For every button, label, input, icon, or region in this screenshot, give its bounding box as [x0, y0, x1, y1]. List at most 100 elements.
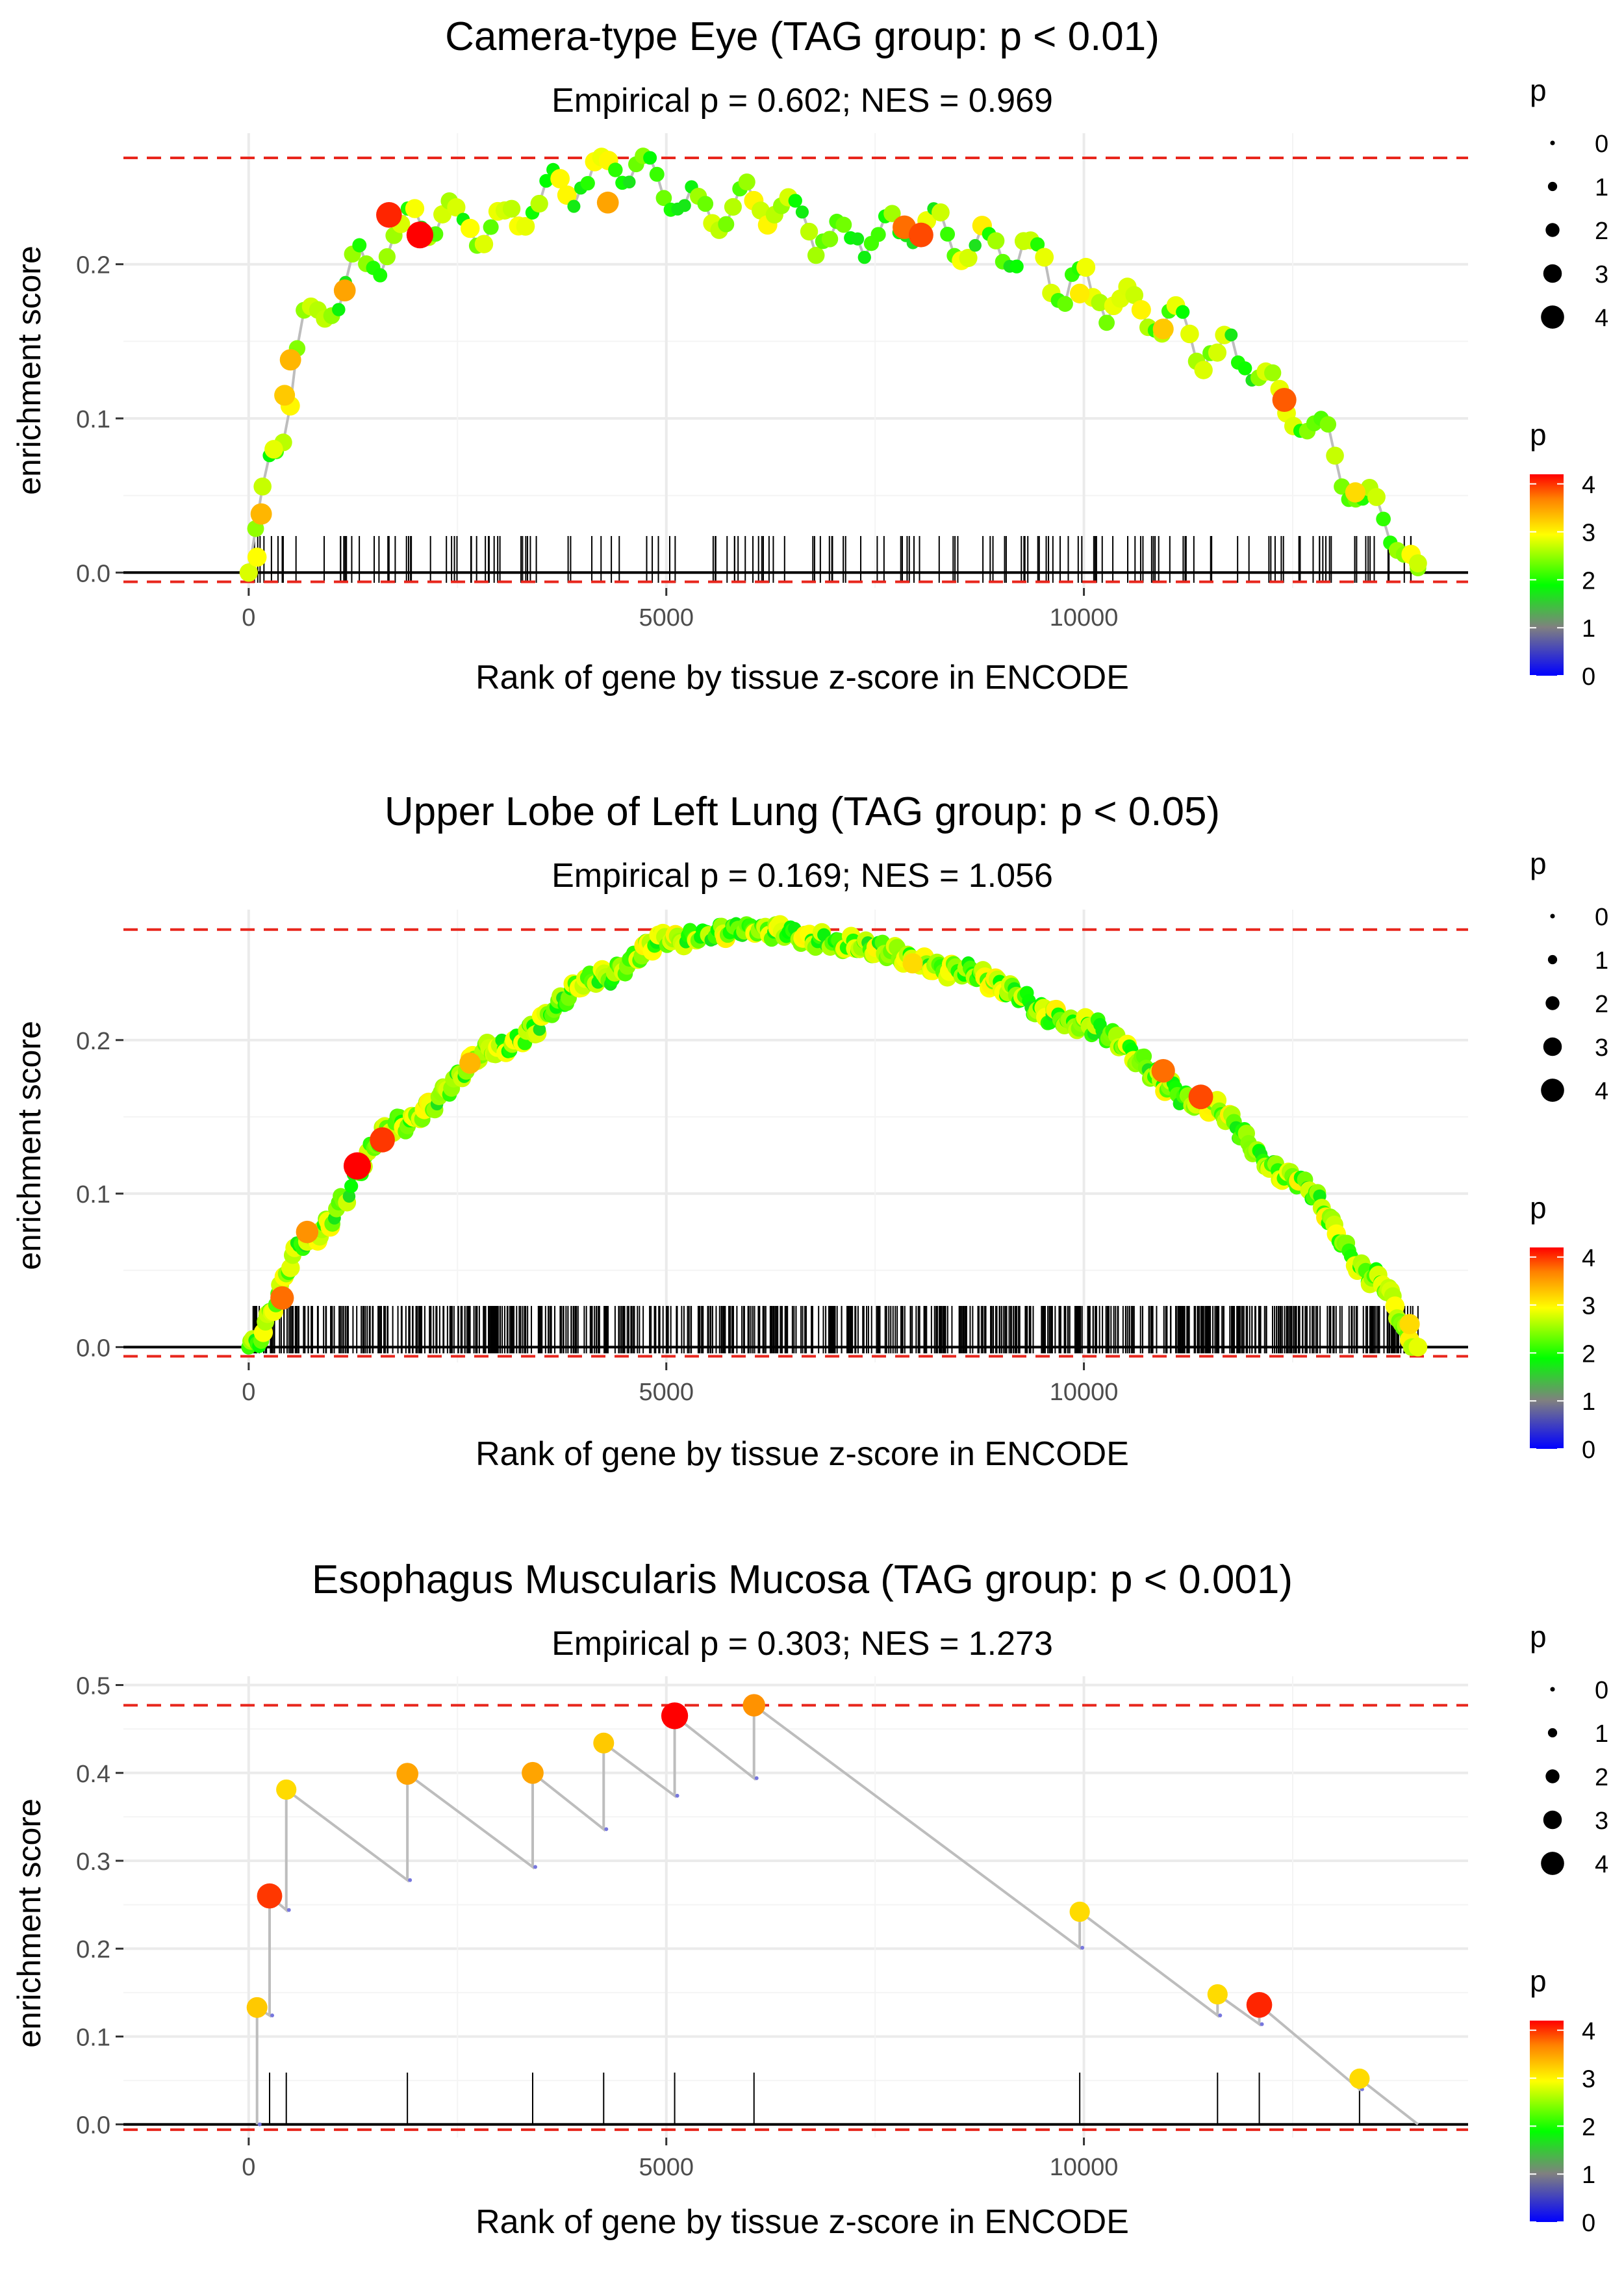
highlight-point	[333, 279, 356, 301]
color-legend-label: 1	[1582, 1388, 1595, 1416]
enrichment-point	[678, 199, 691, 212]
size-legend-title: p	[1530, 1620, 1547, 1654]
x-tick-label: 5000	[639, 1379, 694, 1406]
enrichment-point	[1098, 314, 1115, 331]
size-legend-label: 1	[1595, 947, 1608, 975]
enrichment-point	[533, 1023, 546, 1036]
chart-subtitle: Empirical p = 0.602; NES = 0.969	[552, 82, 1053, 120]
enrichment-point	[567, 199, 581, 213]
color-legend-label: 2	[1582, 567, 1595, 594]
y-axis-label: enrichment score	[11, 1021, 47, 1270]
enrichment-point	[253, 477, 272, 496]
color-legend-label: 1	[1582, 615, 1595, 643]
enrichment-point	[1125, 286, 1144, 305]
y-tick-label: 0.1	[76, 2024, 110, 2051]
y-tick-label: 0.2	[76, 1936, 110, 1963]
highlight-point	[406, 221, 434, 249]
enrichment-point	[474, 235, 494, 253]
legend: p 0 1 2 3 4 p 0 1 2 3 4	[1530, 1620, 1608, 2237]
size-legend-label: 4	[1595, 1851, 1608, 1878]
enrichment-point	[1264, 364, 1282, 381]
enrichment-point	[344, 1179, 359, 1194]
enrichment-point	[661, 1702, 689, 1730]
x-tick-label: 10000	[1050, 1379, 1119, 1406]
enrichment-point	[405, 199, 425, 218]
enrichment-point	[800, 222, 818, 241]
enrichment-point	[246, 1997, 268, 2018]
enrichment-point	[870, 227, 886, 242]
enrichment-point	[1091, 294, 1109, 312]
enrichment-point	[342, 1190, 356, 1203]
color-legend-label: 3	[1582, 2066, 1595, 2093]
size-legend-label: 1	[1595, 174, 1608, 201]
highlight-point	[1345, 482, 1366, 503]
enrichment-point	[257, 1883, 283, 1909]
enrichment-point	[857, 250, 871, 264]
color-legend-bar	[1530, 1247, 1564, 1449]
x-tick-label: 0	[242, 604, 255, 632]
enrichment-point	[502, 199, 521, 218]
color-legend-bar	[1530, 2021, 1564, 2222]
highlight-point	[908, 222, 933, 248]
y-tick-label: 0.0	[76, 560, 110, 587]
enrichment-point	[724, 198, 742, 216]
color-legend-bar	[1530, 474, 1564, 676]
pre-hit-point	[675, 1793, 679, 1798]
enrichment-point	[959, 248, 978, 268]
enrichment-point	[883, 205, 901, 222]
chart-subtitle: Empirical p = 0.303; NES = 1.273	[552, 1625, 1053, 1663]
size-legend-label: 3	[1595, 1808, 1608, 1835]
enrichment-point	[1224, 328, 1238, 342]
size-legend-label: 3	[1595, 261, 1608, 288]
x-tick-label: 5000	[639, 604, 694, 632]
enrichment-point	[516, 216, 535, 236]
highlight-point	[270, 1286, 294, 1310]
enrichment-point	[1131, 300, 1151, 320]
size-legend-label: 0	[1595, 904, 1608, 931]
size-legend-dot	[1541, 1079, 1564, 1102]
size-legend-dot	[1550, 140, 1555, 146]
x-tick-label: 10000	[1050, 604, 1119, 632]
enrichment-point	[1376, 511, 1391, 527]
x-tick-label: 10000	[1050, 2154, 1119, 2181]
highlight-point	[247, 547, 267, 567]
color-legend-label: 0	[1582, 663, 1595, 691]
highlight-point	[902, 953, 923, 974]
color-legend-label: 2	[1582, 1340, 1595, 1368]
enrichment-point	[932, 203, 950, 222]
y-tick-label: 0.2	[76, 1028, 110, 1055]
x-tick-label: 0	[242, 2154, 255, 2181]
x-tick-label: 0	[242, 1379, 255, 1406]
enrichment-point	[1207, 1984, 1228, 2005]
y-tick-label: 0.0	[76, 2112, 110, 2140]
enrichment-point	[649, 166, 665, 182]
panel-upper-lobe-left-lung: Upper Lobe of Left Lung (TAG group: p < …	[11, 789, 1468, 1473]
pre-hit-point	[1218, 2013, 1223, 2018]
enrichment-point	[1194, 361, 1213, 379]
highlight-point	[1152, 318, 1174, 340]
color-legend-label: 4	[1582, 2018, 1595, 2045]
enrichment-point	[593, 1732, 615, 1754]
enrichment-point	[1076, 257, 1096, 277]
size-legend-dot	[1545, 223, 1560, 237]
enrichment-point	[718, 216, 735, 233]
enrichment-point	[396, 1763, 419, 1785]
size-legend-title: p	[1530, 73, 1547, 107]
pre-hit-point	[408, 1878, 412, 1882]
enrichment-path	[255, 1702, 1419, 2126]
size-legend-dot	[1543, 264, 1562, 283]
y-tick-label: 0.3	[76, 1848, 110, 1876]
enrichment-point	[550, 169, 570, 188]
y-tick-label: 0.0	[76, 1335, 110, 1362]
size-legend-title: p	[1530, 847, 1547, 880]
size-legend-dot	[1547, 1728, 1558, 1738]
enrichment-point	[1319, 416, 1337, 433]
size-legend-dot	[1545, 996, 1560, 1010]
enrichment-point	[1030, 237, 1045, 252]
x-tick-label: 5000	[639, 2154, 694, 2181]
size-legend-label: 1	[1595, 1720, 1608, 1748]
enrichment-point	[622, 175, 636, 189]
size-legend-label: 4	[1595, 305, 1608, 332]
enrichment-point	[807, 246, 825, 264]
enrichment-point	[378, 248, 396, 266]
